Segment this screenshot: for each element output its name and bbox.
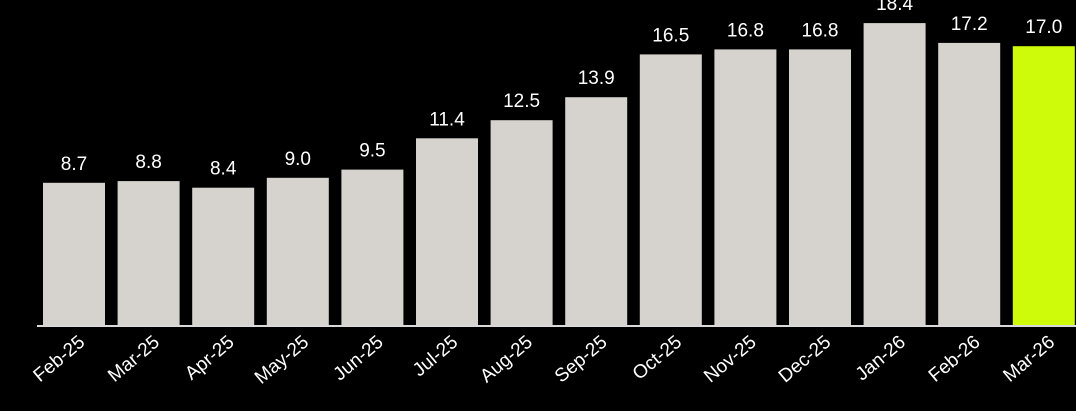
value-labels-group: 8.7 8.8 8.4 9.0 9.5 11.4 12.5 13.9 16.5 16.8 16.8 1… <box>61 0 1063 180</box>
bar-jan-26 <box>863 23 926 326</box>
bar-sep-25 <box>565 97 628 326</box>
bar-aug-25 <box>490 120 553 326</box>
bar-may-25 <box>266 177 329 326</box>
bar-feb-25 <box>43 182 105 326</box>
value-label-nov-25: 16.8 <box>727 20 764 41</box>
bar-nov-25 <box>714 49 777 327</box>
bar-jul-25 <box>416 138 478 326</box>
bars-group <box>43 23 1075 327</box>
bar-apr-25 <box>192 187 255 326</box>
value-label-jun-25: 9.5 <box>359 141 385 162</box>
bar-dec-25 <box>789 49 851 327</box>
value-label-feb-26: 17.2 <box>951 14 988 35</box>
value-label-feb-25: 8.7 <box>61 154 87 175</box>
value-label-aug-25: 12.5 <box>503 91 540 112</box>
value-label-jul-25: 11.4 <box>429 109 465 130</box>
bar-jun-25 <box>341 169 404 326</box>
bar-mar-26 <box>1012 46 1075 326</box>
value-label-mar-25: 8.8 <box>135 152 161 173</box>
value-label-jan-26: 18.4 <box>876 0 913 15</box>
value-label-mar-26: 17.0 <box>1025 17 1062 38</box>
value-label-oct-25: 16.5 <box>652 25 689 46</box>
value-label-sep-25: 13.9 <box>578 68 615 89</box>
value-label-dec-25: 16.8 <box>802 20 839 41</box>
bar-feb-26 <box>938 42 1001 327</box>
bar-oct-25 <box>639 54 702 327</box>
bar-mar-25 <box>117 181 180 326</box>
value-label-may-25: 9.0 <box>285 149 311 170</box>
value-label-apr-25: 8.4 <box>210 159 237 180</box>
